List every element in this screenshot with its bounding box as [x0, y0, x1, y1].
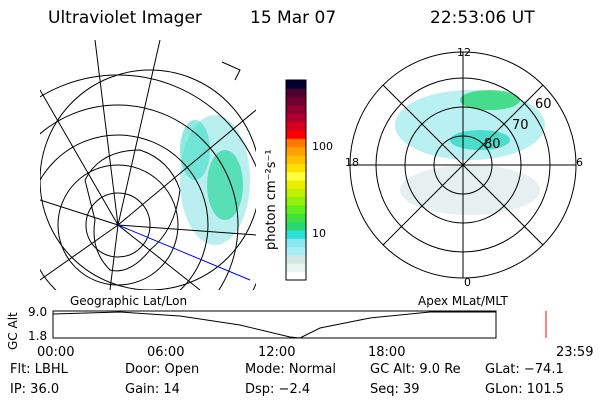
colorbar-swatch	[286, 130, 306, 139]
info-row2-4: GLon: 101.5	[485, 382, 565, 397]
lat-label-80: 80	[484, 137, 501, 152]
colorbar-swatch	[286, 146, 306, 156]
orbit-track	[117, 224, 251, 281]
colorbar-swatch	[286, 238, 306, 248]
altitude-ylabel: GC Alt	[6, 312, 20, 350]
coastline	[84, 149, 181, 272]
colorbar-swatch	[286, 205, 306, 214]
colorbar-swatch	[286, 255, 306, 264]
colorbar-frame	[285, 79, 307, 281]
xtick-0600: 06:00	[147, 345, 185, 360]
colorbar-swatch	[286, 155, 306, 164]
info-row2-3: Seq: 39	[370, 382, 420, 397]
info-row2-0: IP: 36.0	[10, 382, 60, 397]
colorbar-swatch	[286, 138, 306, 148]
lat-label-70: 70	[512, 118, 529, 133]
apex-map	[349, 51, 577, 279]
colorbar-swatch	[286, 213, 306, 223]
aurora-emission-left	[180, 115, 250, 245]
colorbar-swatch	[286, 163, 306, 173]
instrument-title: Ultraviolet Imager	[48, 8, 202, 28]
colorbar-swatch	[286, 188, 306, 198]
geographic-map	[40, 40, 256, 290]
date: 15 Mar 07	[250, 8, 337, 28]
info-row1-4: GLat: −74.1	[485, 362, 564, 377]
mlt-label-18: 18	[345, 156, 359, 169]
colorbar-label: photon cm⁻²s⁻¹	[264, 149, 279, 250]
mlt-label-12: 12	[457, 46, 471, 59]
colorbar-swatch	[286, 105, 306, 114]
lat-lon-grid	[40, 40, 256, 290]
colorbar-swatch	[286, 171, 306, 181]
altitude-ytick-1.8: 1.8	[28, 329, 48, 343]
geographic-label: Geographic Lat/Lon	[70, 294, 188, 308]
info-row1-3: GC Alt: 9.0 Re	[370, 362, 461, 377]
altitude-curve	[52, 311, 496, 339]
apex-label: Apex MLat/MLT	[418, 294, 508, 308]
lat-label-60: 60	[535, 97, 552, 112]
xtick-2359: 23:59	[556, 345, 594, 360]
colorbar-swatch	[286, 80, 306, 89]
info-row1-0: Flt: LBHL	[10, 362, 68, 377]
xtick-0000: 00:00	[37, 345, 75, 360]
colorbar-swatch	[286, 121, 306, 131]
colorbar-tick-100: 100	[312, 140, 333, 153]
colorbar-swatch	[286, 196, 306, 206]
mlt-label-6: 6	[576, 156, 583, 169]
colorbar-swatch	[286, 96, 306, 106]
colorbar-swatch	[286, 230, 306, 239]
colorbar-swatch	[286, 113, 306, 123]
colorbar-swatch	[286, 88, 306, 98]
aurora-emission-right	[395, 90, 545, 215]
info-row1-1: Door: Open	[125, 362, 200, 377]
xtick-1200: 12:00	[258, 345, 296, 360]
altitude-plot	[52, 310, 547, 339]
map-boundary	[40, 69, 256, 290]
colorbar	[285, 79, 307, 281]
mlt-label-0: 0	[464, 276, 471, 289]
colorbar-swatch	[286, 263, 306, 273]
colorbar-swatch	[286, 271, 306, 281]
time: 22:53:06 UT	[430, 8, 535, 28]
info-row2-2: Dsp: −2.4	[245, 382, 311, 397]
colorbar-swatch	[286, 180, 306, 189]
colorbar-swatch	[286, 246, 306, 256]
colorbar-swatch	[286, 221, 306, 231]
altitude-plot-frame	[52, 310, 497, 339]
xtick-1800: 18:00	[368, 345, 406, 360]
info-row2-1: Gain: 14	[125, 382, 180, 397]
info-row1-2: Mode: Normal	[245, 362, 336, 377]
colorbar-tick-10: 10	[312, 227, 326, 240]
altitude-ytick-9: 9.0	[28, 305, 48, 319]
